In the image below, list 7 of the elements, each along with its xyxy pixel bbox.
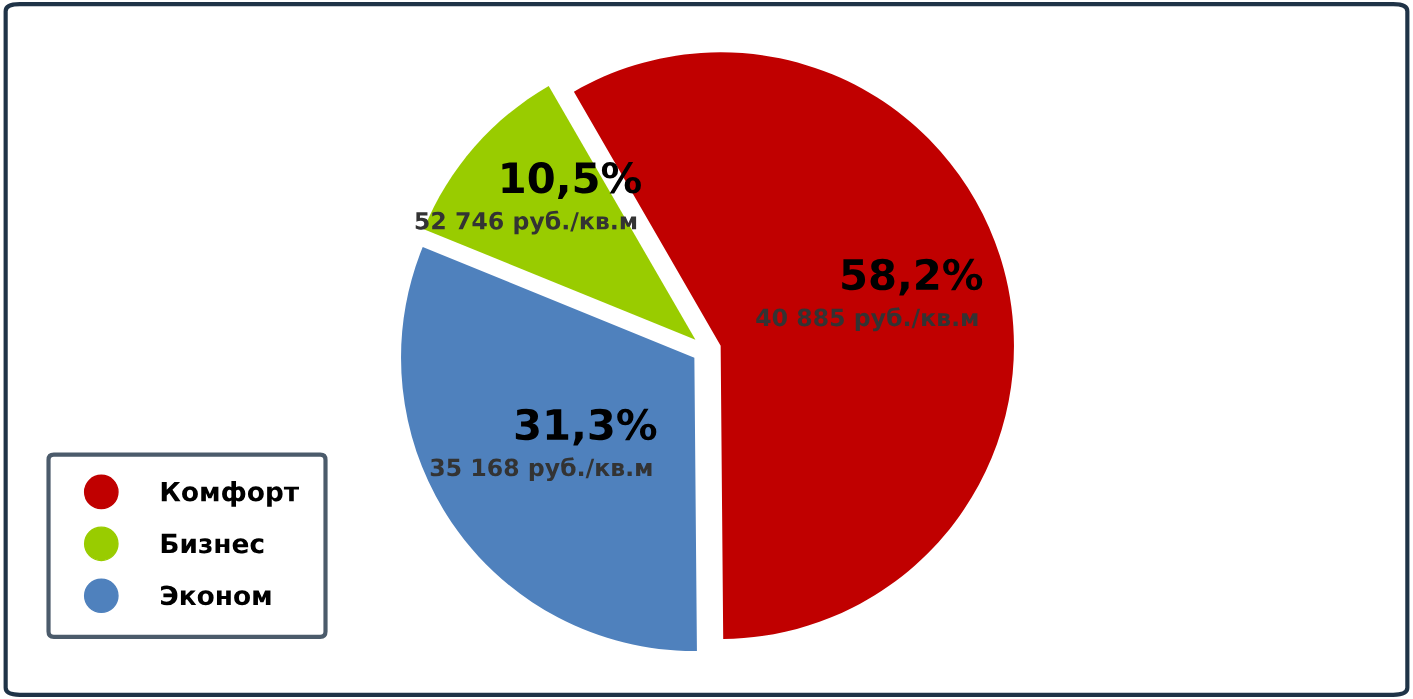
legend-label: Бизнес [161,533,264,554]
legend-label: Комфорт [161,481,299,507]
text: 40 885 руб./кв.м [756,307,978,332]
data-label: 58,2% [842,258,983,296]
legend-label: Эконом [161,585,271,606]
data-label: 31,3% [515,408,657,446]
text: 35 168 руб./кв.м [430,457,652,482]
